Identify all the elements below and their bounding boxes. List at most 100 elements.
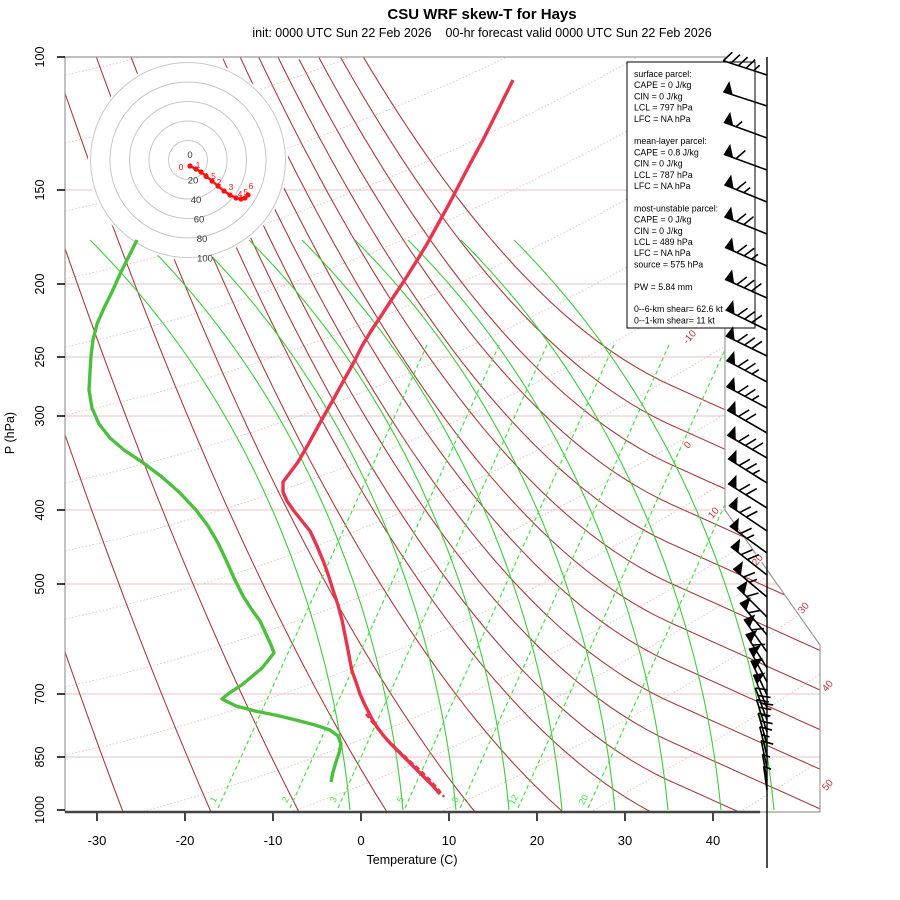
- wind-barb-full: [735, 149, 746, 160]
- wind-barb-flag: [727, 400, 736, 415]
- dry-adiabat-line: [254, 57, 820, 812]
- dry-adiabat-line: [174, 64, 740, 812]
- y-axis-tick-label: 1000: [33, 796, 47, 824]
- mixing-ratio-lines: [217, 344, 798, 809]
- wind-barb-half: [763, 765, 772, 770]
- mixing-ratio-line: [217, 344, 428, 809]
- wind-barb-shaft: [724, 216, 768, 235]
- wind-barb-shaft: [726, 359, 768, 383]
- wind-barb-flag: [727, 425, 736, 440]
- hodograph-point-label: 1.5: [204, 171, 216, 181]
- wind-barb-flag: [750, 657, 763, 670]
- y-axis: 100 150 200 250 300 400 500 700 850 1000 P (hPa): [3, 47, 65, 824]
- dry-adiabat-line: [0, 568, 35, 812]
- wind-barb-shaft: [728, 504, 768, 532]
- dry-adiabat-line: [238, 57, 820, 812]
- mixing-ratio-label: 20: [577, 793, 591, 807]
- wind-barb-half: [746, 534, 755, 540]
- wind-barb-shaft: [752, 674, 768, 709]
- hodograph-ring-label: 60: [194, 215, 205, 226]
- wind-barb-full: [751, 627, 765, 631]
- wind-barb-flag: [740, 597, 751, 611]
- wind-barb-shaft: [727, 482, 768, 509]
- hodograph-trace-point: [238, 196, 244, 202]
- dry-adiabat-line: [158, 65, 652, 812]
- wind-barb-shaft: [729, 525, 768, 554]
- legend-line: most-unstable parcel:: [634, 203, 718, 213]
- wind-barb-full: [745, 59, 756, 69]
- legend-line: LFC = NA hPa: [634, 248, 691, 258]
- wind-barb-flag: [723, 81, 733, 95]
- mixing-ratio-line: [404, 344, 615, 809]
- wind-barb: [743, 614, 768, 653]
- wind-barb-half: [761, 733, 770, 738]
- y-axis-tick-label: 850: [33, 747, 47, 768]
- wind-barb-flag: [723, 111, 734, 126]
- hodograph-ring: [109, 81, 267, 239]
- y-axis-tick-label: 500: [33, 574, 47, 595]
- wind-barb-full: [739, 527, 752, 535]
- wind-barb-full: [745, 510, 758, 518]
- temperature-curve: [281, 79, 515, 796]
- isobar-lines: [65, 189, 820, 758]
- wind-barb: [728, 496, 768, 532]
- isotherm-label: 10: [706, 505, 722, 521]
- isotherm-minor-line: [65, 57, 668, 280]
- hodograph-trace-point: [198, 169, 204, 175]
- dry-adiabat-line: [270, 57, 820, 812]
- y-axis-tick-label: 400: [33, 500, 47, 521]
- page-title: CSU WRF skew-T for Hays: [387, 6, 577, 23]
- wind-barb-half: [751, 369, 760, 375]
- x-axis-tick-label: -20: [176, 833, 195, 848]
- wind-barb-full: [755, 687, 768, 691]
- mixing-ratio-label: 12: [507, 793, 521, 807]
- dry-adiabat-line: [358, 57, 820, 812]
- wind-barb-half: [753, 64, 761, 72]
- legend-line: CAPE = 0 J/kg: [634, 80, 692, 90]
- mixing-ratio-label: 2: [280, 795, 291, 804]
- isotherm-label: -10: [681, 328, 699, 346]
- dry-adiabat-lines: [0, 57, 820, 812]
- wind-barb-shaft: [757, 713, 768, 745]
- wind-barb-full: [739, 506, 752, 514]
- wind-barb: [757, 712, 773, 745]
- isotherm-minor-line: [739, 747, 820, 812]
- wind-barb-full: [730, 54, 741, 64]
- wind-barb: [726, 400, 768, 434]
- hodograph-point-label: 1: [196, 160, 201, 170]
- wind-barb-full: [744, 337, 756, 346]
- wind-barb-half: [752, 469, 761, 475]
- wind-barb-full: [745, 487, 758, 496]
- page-subtitle: init: 0000 UTC Sun 22 Feb 2026 00-hr for…: [252, 26, 712, 40]
- wind-barb-flag: [745, 629, 758, 643]
- hodograph-point-label: 4: [238, 189, 243, 199]
- wind-barb: [752, 672, 768, 709]
- isotherm-minor-line: [65, 57, 766, 348]
- hodograph-trace-point: [187, 163, 193, 169]
- wind-barb-shaft: [725, 335, 768, 357]
- wind-barb-flag: [753, 672, 766, 684]
- hodograph-point-label: 0: [179, 162, 184, 172]
- wind-barb-half: [751, 395, 760, 401]
- legend-line: LFC = NA hPa: [634, 114, 691, 124]
- legend-line: CAPE = 0 J/kg: [634, 215, 692, 225]
- wind-barb-shaft: [725, 309, 768, 331]
- legend-line: CIN = 0 J/kg: [634, 226, 683, 236]
- y-axis-tick-label: 150: [33, 180, 47, 201]
- legend-line: surface parcel:: [634, 69, 692, 79]
- x-axis-tick-label: 40: [706, 833, 720, 848]
- dewpoint-curve: [87, 239, 343, 783]
- wind-barb-flag: [725, 300, 735, 315]
- wind-barb-shaft: [726, 434, 768, 459]
- hodograph-ring-label: 80: [197, 234, 208, 245]
- x-axis-tick-label: 30: [618, 833, 632, 848]
- isotherm-minor-line: [65, 138, 820, 484]
- wind-barb: [762, 765, 772, 791]
- wind-barb-full: [736, 244, 748, 254]
- wind-barb-full: [748, 609, 761, 614]
- hodograph-trace-point: [233, 195, 239, 201]
- wind-barb: [726, 425, 768, 459]
- wind-barb-full: [737, 358, 749, 368]
- legend-line: LCL = 489 hPa: [634, 237, 693, 247]
- wind-barb-full: [736, 276, 748, 286]
